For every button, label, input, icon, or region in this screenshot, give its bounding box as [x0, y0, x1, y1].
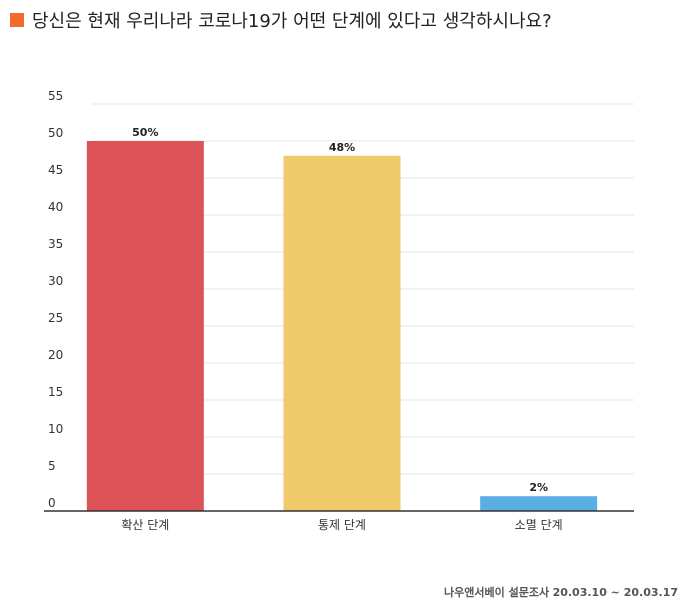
- bar-value-label: 2%: [529, 481, 548, 494]
- y-tick-label: 20: [48, 348, 63, 362]
- y-tick-label: 25: [48, 311, 63, 325]
- y-tick-label: 45: [48, 163, 63, 177]
- bar: [86, 141, 204, 511]
- y-tick-label: 55: [48, 89, 63, 103]
- y-tick-label: 15: [48, 385, 63, 399]
- y-tick-label: 50: [48, 126, 63, 140]
- y-tick-label: 40: [48, 200, 63, 214]
- y-tick-label: 5: [48, 459, 56, 473]
- x-category-label: 소멸 단계: [515, 518, 563, 532]
- y-tick-label: 35: [48, 237, 63, 251]
- y-tick-label: 0: [48, 496, 56, 510]
- source-name: 나우앤서베이 설문조사: [444, 586, 550, 599]
- y-tick-label: 10: [48, 422, 63, 436]
- y-tick-label: 30: [48, 274, 63, 288]
- source-caption: 나우앤서베이 설문조사 20.03.10 ~ 20.03.17: [444, 584, 678, 600]
- bar-value-label: 48%: [329, 141, 355, 154]
- bar-value-label: 50%: [132, 126, 158, 139]
- bar: [480, 496, 598, 511]
- chart-title-row: 당신은 현재 우리나라 코로나19가 어떤 단계에 있다고 생각하시나요?: [10, 8, 552, 32]
- x-category-label: 통제 단계: [318, 518, 366, 532]
- x-category-label: 확산 단계: [121, 518, 169, 532]
- title-square-icon: [10, 13, 24, 27]
- chart-title: 당신은 현재 우리나라 코로나19가 어떤 단계에 있다고 생각하시나요?: [32, 11, 552, 32]
- bar: [283, 155, 401, 512]
- source-date: 20.03.10 ~ 20.03.17: [552, 586, 678, 599]
